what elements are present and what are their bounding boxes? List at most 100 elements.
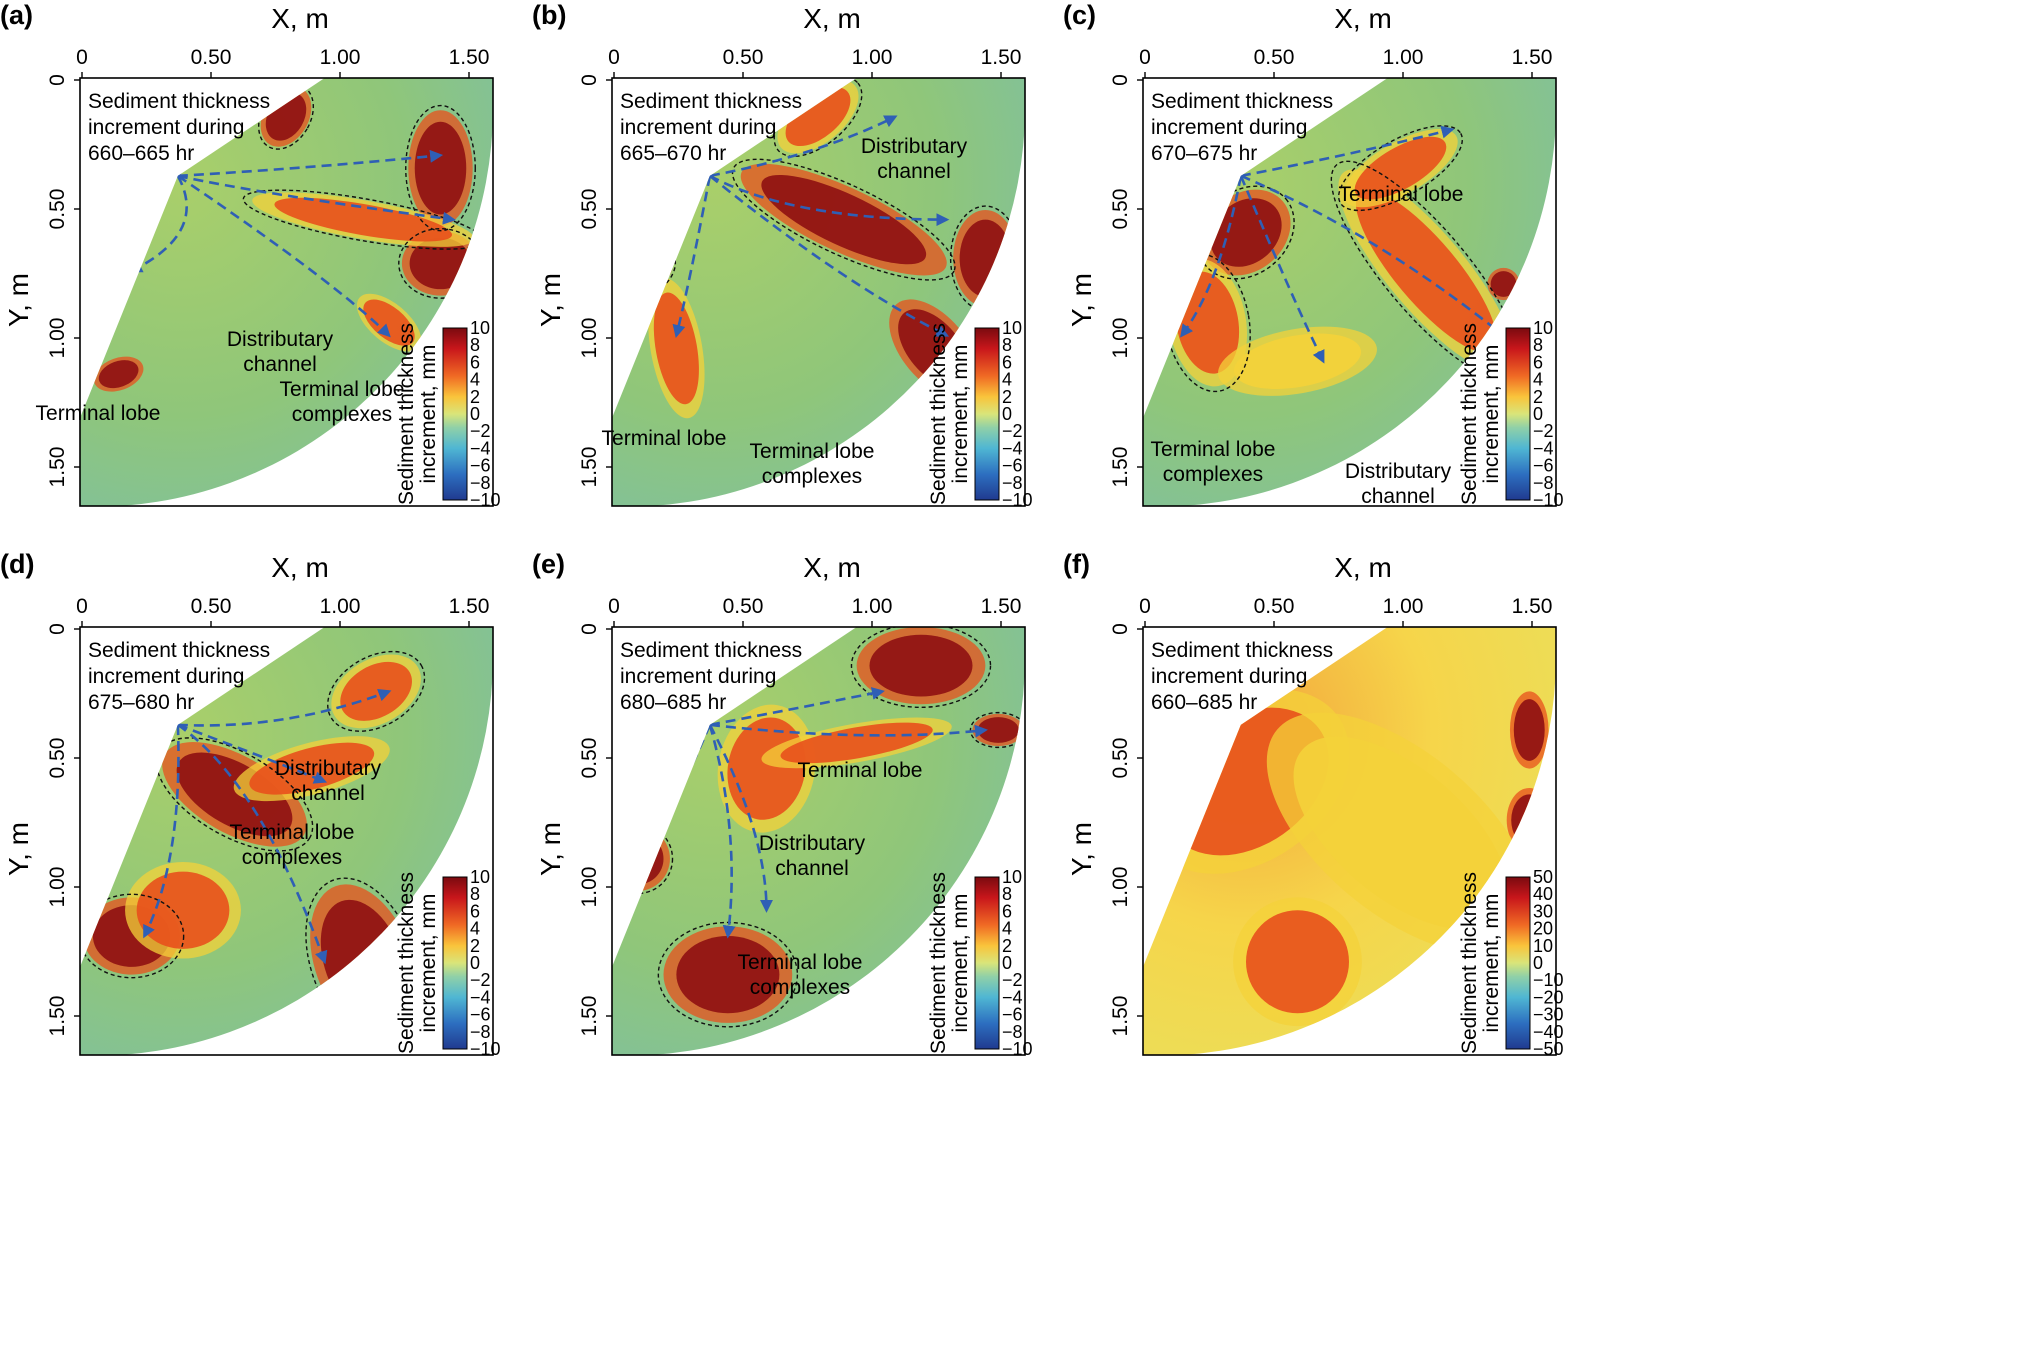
- channel-arrow: [709, 687, 885, 727]
- colorbar-title-line1: Sediment thickness: [395, 872, 418, 1054]
- deposit-zone: [1233, 333, 1362, 389]
- colorbar-tick-label: −8: [1002, 1022, 1023, 1042]
- panel-e: 0 0.50 1.00 1.50 0 0.50 1.00 1.50 X, m Y, m (e) Sed…: [532, 549, 1033, 1059]
- colorbar-tick-label: 20: [1533, 919, 1553, 939]
- x-tick-label: 0: [1139, 46, 1151, 69]
- colorbar-tick-label: −6: [1002, 456, 1023, 476]
- x-tick-label: 0: [608, 46, 620, 69]
- y-tick-label: 0.50: [578, 738, 601, 779]
- colorbar-tick-label: 4: [470, 919, 480, 939]
- colorbar-tick-label: −40: [1533, 1022, 1564, 1042]
- colorbar: [1505, 876, 1531, 1050]
- y-tick-label: 1.50: [46, 996, 69, 1037]
- panel-letter: (e): [532, 549, 565, 579]
- y-tick-label: 0: [1109, 74, 1132, 86]
- colorbar-tick-label: 0: [1002, 953, 1012, 973]
- y-tick-label: 0.50: [1109, 189, 1132, 230]
- deposit-zone: [340, 661, 412, 721]
- colorbar-tick-label: 10: [470, 867, 490, 887]
- x-tick-label: 1.00: [1383, 595, 1424, 618]
- colorbar-title-line2: increment, mm: [1480, 894, 1503, 1033]
- colorbar-title-line2: increment, mm: [1480, 345, 1503, 484]
- colorbar-tick-label: −6: [470, 456, 491, 476]
- colorbar-tick-label: 2: [470, 936, 480, 956]
- y-tick-label: 0.50: [46, 738, 69, 779]
- y-tick-label: 0.50: [1109, 738, 1132, 779]
- deposit-zone: [869, 634, 973, 697]
- channel-arrow: [672, 175, 712, 339]
- x-tick-label: 0: [608, 595, 620, 618]
- annotation-label: Terminal lobe: [1339, 183, 1464, 206]
- panel-title-line3: 670–675 hr: [1151, 142, 1257, 165]
- panel-d: 0 0.50 1.00 1.50 0 0.50 1.00 1.50 X, m Y, m (d) Sed…: [0, 549, 501, 1059]
- x-axis-title: X, m: [271, 3, 329, 34]
- lobe-outline: [731, 158, 956, 281]
- annotation-label: Terminal lobe: [36, 402, 161, 425]
- colorbar-tick-label: −10: [1533, 970, 1564, 990]
- channel-arrow: [1240, 174, 1506, 338]
- deposit-zone: [414, 121, 467, 215]
- colorbar-tick-label: −4: [470, 438, 491, 458]
- colorbar-tick-label: 0: [1533, 953, 1543, 973]
- panel-title-line3: 680–685 hr: [620, 691, 726, 714]
- colorbar-tick-label: −30: [1533, 1005, 1564, 1025]
- colorbar-tick-label: 10: [1533, 936, 1553, 956]
- panel-title-line2: increment during: [88, 116, 244, 139]
- y-tick-label: 1.50: [46, 447, 69, 488]
- panel-frame: [79, 77, 494, 507]
- y-tick-label: 1.00: [46, 318, 69, 359]
- panel-b: 0 0.50 1.00 1.50 0 0.50 1.00 1.50 X, m Y, m (b) Sed…: [532, 0, 1033, 510]
- colorbar: [1505, 327, 1531, 501]
- panel-title-line1: Sediment thickness: [88, 639, 270, 662]
- colorbar: [442, 876, 468, 1050]
- panel-frame: [611, 626, 1026, 1056]
- annotation-label: Terminal lobe complexes: [738, 951, 863, 999]
- colorbar-tick-label: 8: [470, 335, 480, 355]
- y-tick-label: 1.00: [1109, 318, 1132, 359]
- annotation-label: Distributary channel: [227, 328, 334, 376]
- annotation-label: Distributary channel: [1345, 460, 1452, 508]
- colorbar: [974, 327, 1000, 501]
- colorbar-tick-label: −10: [1002, 490, 1033, 510]
- channel-arrow: [177, 723, 328, 784]
- y-axis-title: Y, m: [535, 273, 566, 327]
- colorbar-tick-label: 2: [1002, 936, 1012, 956]
- panel-letter: (c): [1063, 0, 1096, 30]
- x-tick-label: 0: [1139, 595, 1151, 618]
- deposit-zone: [785, 87, 851, 147]
- colorbar-tick-label: 10: [1002, 318, 1022, 338]
- channel-arrow: [177, 174, 456, 225]
- y-tick-label: 1.50: [578, 447, 601, 488]
- colorbar-tick-label: 8: [1002, 335, 1012, 355]
- y-tick-label: 1.00: [578, 867, 601, 908]
- x-tick-label: 1.50: [1512, 46, 1553, 69]
- channel-arrow: [177, 723, 328, 965]
- colorbar-tick-label: 4: [1002, 919, 1012, 939]
- deposit-zone: [959, 219, 1012, 297]
- deposit-zone: [1490, 271, 1517, 297]
- channel-arrow: [129, 175, 188, 273]
- colorbar-tick-label: −20: [1533, 987, 1564, 1007]
- colorbar-tick-label: −4: [1002, 987, 1023, 1007]
- lobe-outline: [657, 921, 799, 1028]
- colorbar-tick-label: 6: [1002, 352, 1012, 372]
- colorbar: [974, 876, 1000, 1050]
- deposit-zone: [176, 752, 293, 837]
- colorbar-tick-label: 0: [470, 404, 480, 424]
- colorbar-tick-label: −8: [470, 1022, 491, 1042]
- x-tick-label: 1.50: [449, 46, 490, 69]
- colorbar-tick-label: −8: [1533, 473, 1554, 493]
- x-tick-label: 0: [76, 46, 88, 69]
- x-axis-title: X, m: [803, 3, 861, 34]
- panel-title-line2: increment during: [620, 665, 776, 688]
- x-tick-label: 0.50: [723, 595, 764, 618]
- colorbar-tick-label: −10: [1002, 1039, 1033, 1059]
- panel-title-line2: increment during: [620, 116, 776, 139]
- y-axis-title: Y, m: [535, 822, 566, 876]
- colorbar-title-line1: Sediment thickness: [927, 872, 950, 1054]
- x-tick-label: 1.00: [852, 595, 893, 618]
- panel-title-line1: Sediment thickness: [620, 90, 802, 113]
- colorbar-title-line2: increment, mm: [417, 345, 440, 484]
- colorbar-tick-label: −10: [470, 1039, 501, 1059]
- x-tick-label: 0: [76, 595, 88, 618]
